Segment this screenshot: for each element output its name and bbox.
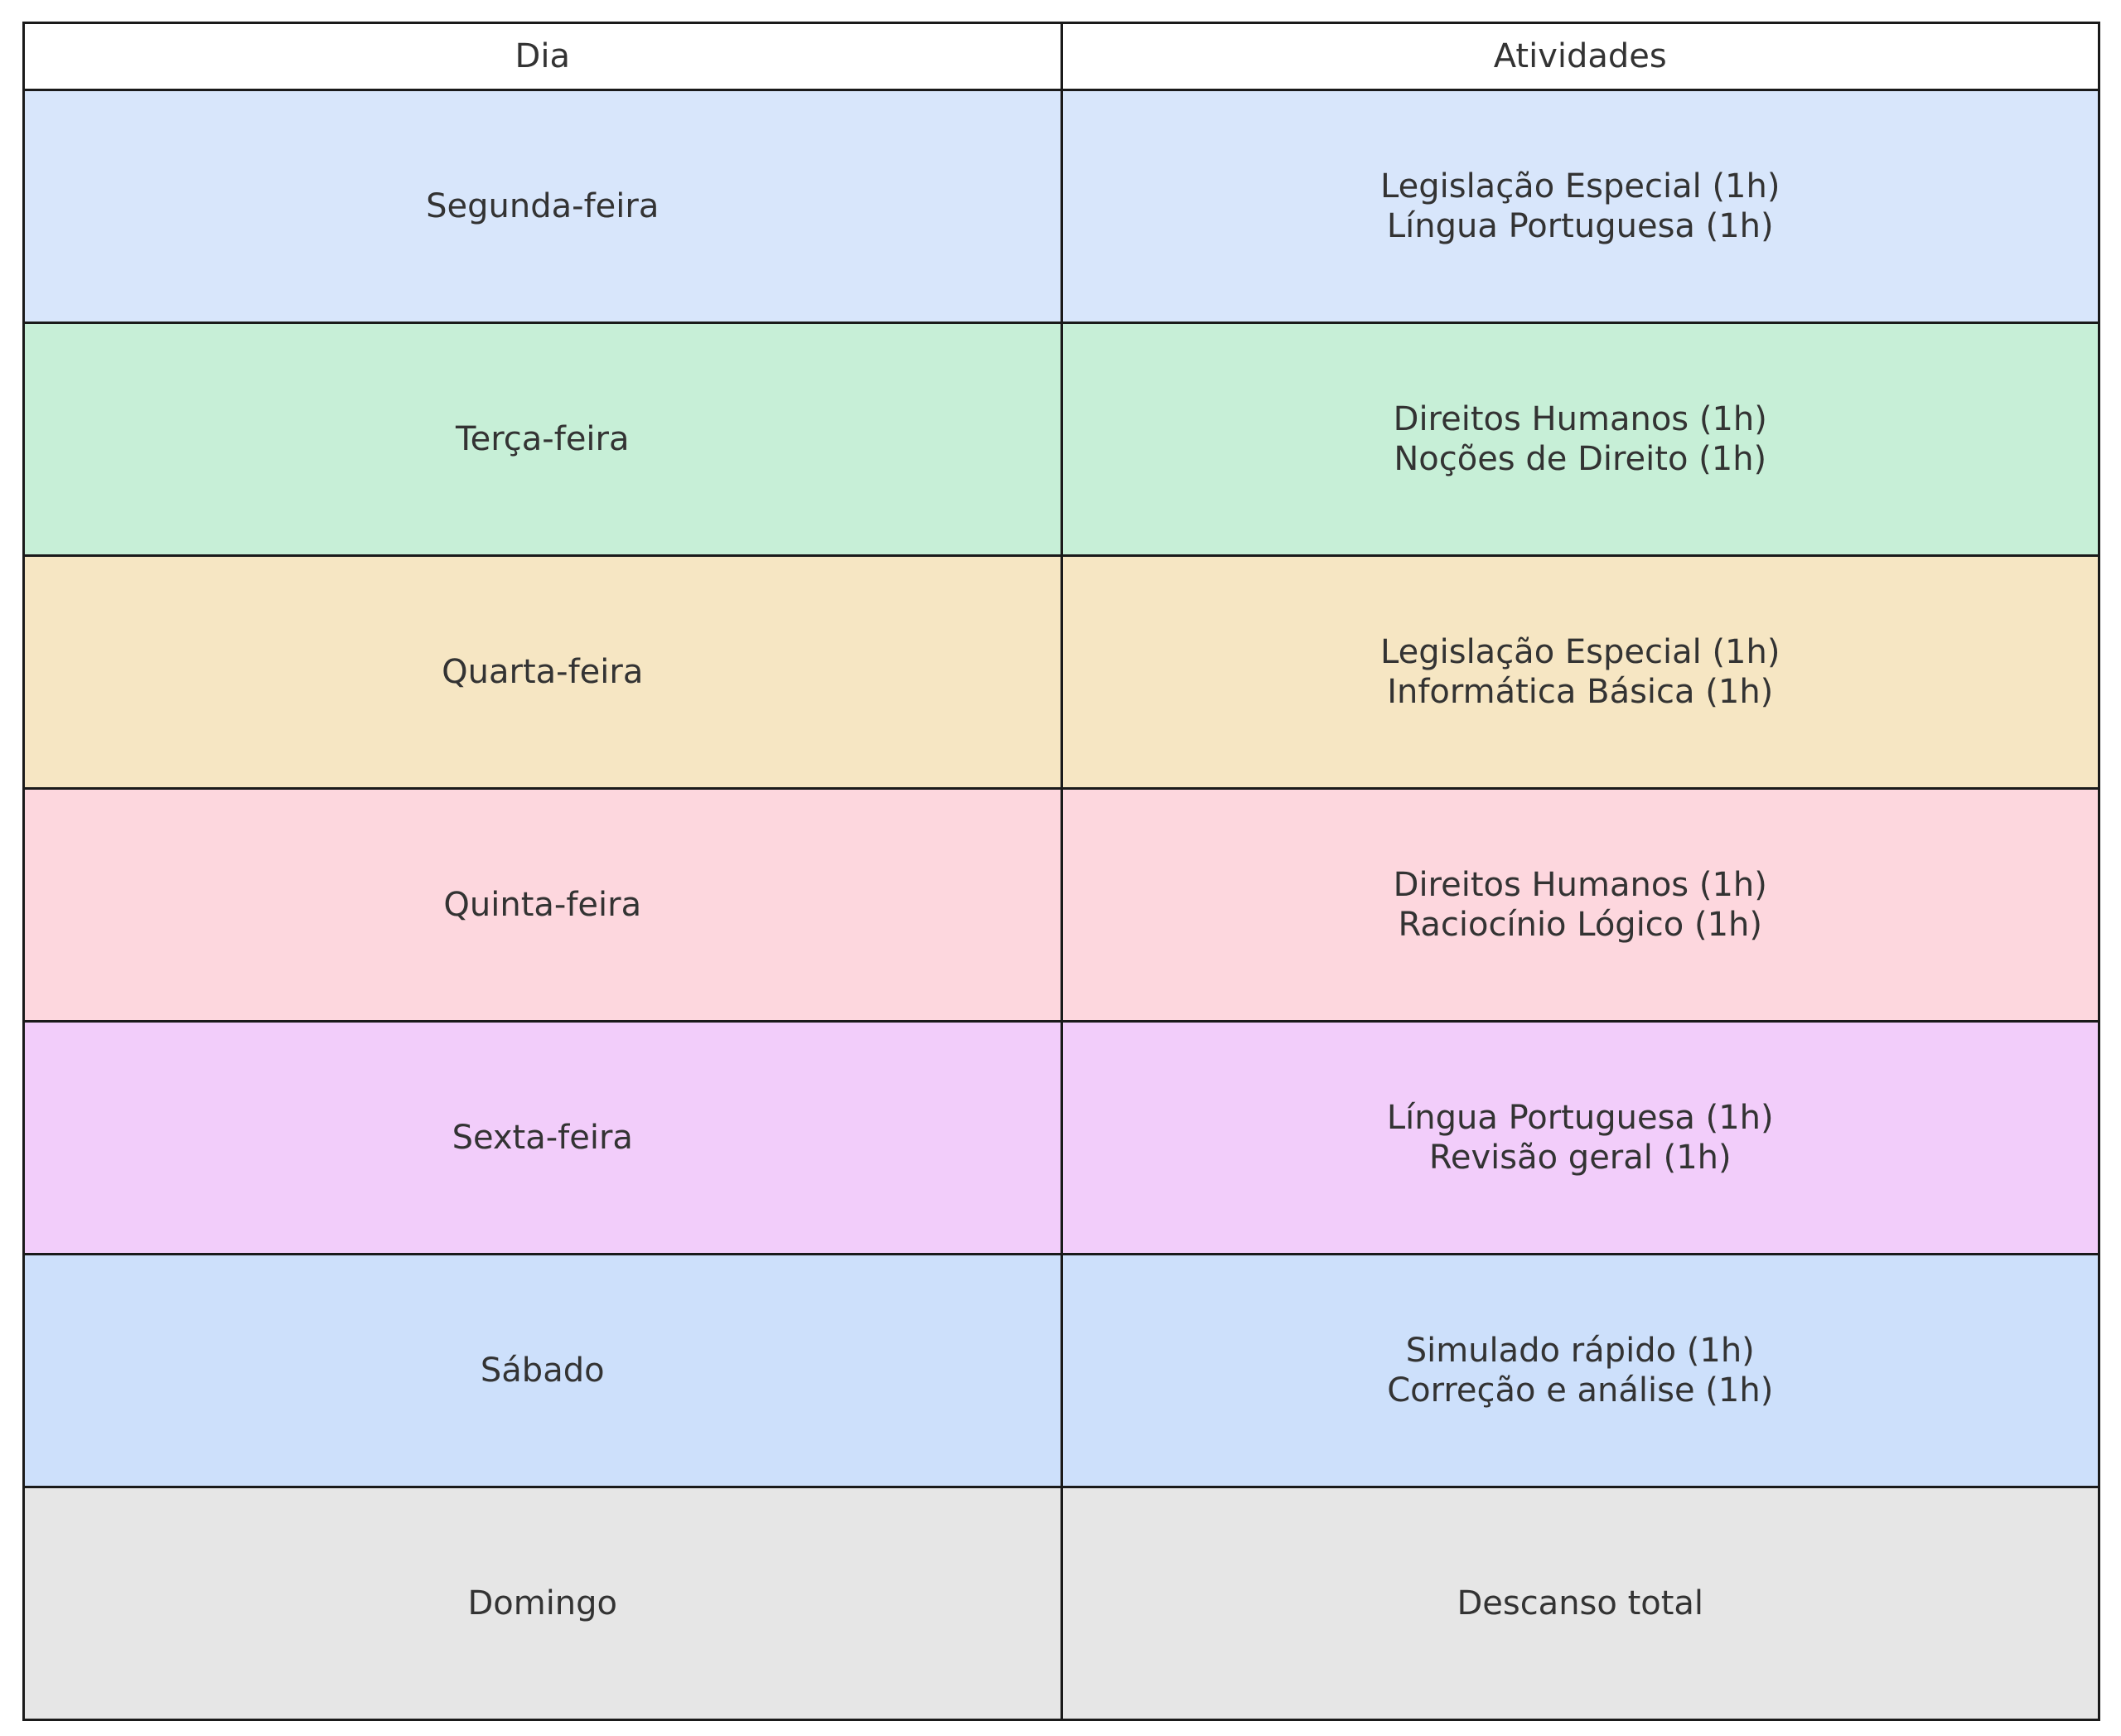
day-cell: Segunda-feira <box>22 89 1063 324</box>
day-cell: Sábado <box>22 1253 1063 1488</box>
table-row: Sábado Simulado rápido (1h) Correção e aná… <box>22 1253 2100 1488</box>
activities-cell: Direitos Humanos (1h) Noções de Direito (… <box>1060 322 2100 557</box>
activities-cell: Simulado rápido (1h) Correção e análise (… <box>1060 1253 2100 1488</box>
header-atividades: Atividades <box>1060 22 2100 91</box>
activities-cell: Direitos Humanos (1h) Raciocínio Lógico (… <box>1060 787 2100 1023</box>
header-row: Dia Atividades <box>22 22 2100 91</box>
activity-item: Legislação Especial (1h) <box>1380 633 1780 671</box>
table-row: Terça-feira Direitos Humanos (1h) Noções d… <box>22 322 2100 557</box>
day-cell: Quinta-feira <box>22 787 1063 1023</box>
table-row: Segunda-feira Legislação Especial (1h) Lín… <box>22 89 2100 324</box>
activity-item: Língua Portuguesa (1h) <box>1386 1099 1774 1137</box>
activity-item: Legislação Especial (1h) <box>1380 167 1780 206</box>
activity-item: Correção e análise (1h) <box>1387 1371 1774 1410</box>
activity-item: Revisão geral (1h) <box>1428 1139 1732 1177</box>
activity-item: Raciocínio Lógico (1h) <box>1398 906 1762 944</box>
table-row: Quarta-feira Legislação Especial (1h) Info… <box>22 554 2100 790</box>
header-dia: Dia <box>22 22 1063 91</box>
schedule-body: Segunda-feira Legislação Especial (1h) Lín… <box>22 89 2100 1721</box>
activities-cell: Legislação Especial (1h) Informática Bási… <box>1060 554 2100 790</box>
activities-cell: Legislação Especial (1h) Língua Portugues… <box>1060 89 2100 324</box>
activity-item: Noções de Direito (1h) <box>1394 440 1767 478</box>
day-cell: Quarta-feira <box>22 554 1063 790</box>
activity-item: Descanso total <box>1457 1584 1704 1622</box>
day-cell: Sexta-feira <box>22 1020 1063 1255</box>
activities-cell: Descanso total <box>1060 1486 2100 1721</box>
day-cell: Domingo <box>22 1486 1063 1721</box>
activity-item: Direitos Humanos (1h) <box>1393 400 1767 438</box>
activity-item: Direitos Humanos (1h) <box>1393 866 1767 904</box>
table-row: Sexta-feira Língua Portuguesa (1h) Revisão… <box>22 1020 2100 1255</box>
activity-item: Informática Básica (1h) <box>1387 673 1774 711</box>
activities-cell: Língua Portuguesa (1h) Revisão geral (1h) <box>1060 1020 2100 1255</box>
day-cell: Terça-feira <box>22 322 1063 557</box>
activity-item: Língua Portuguesa (1h) <box>1386 207 1774 245</box>
schedule-table: Dia Atividades Segunda-feira Legislação E… <box>22 22 2100 1721</box>
table-row: Quinta-feira Direitos Humanos (1h) Raciocí… <box>22 787 2100 1023</box>
table-row: Domingo Descanso total <box>22 1486 2100 1721</box>
activity-item: Simulado rápido (1h) <box>1405 1332 1755 1370</box>
